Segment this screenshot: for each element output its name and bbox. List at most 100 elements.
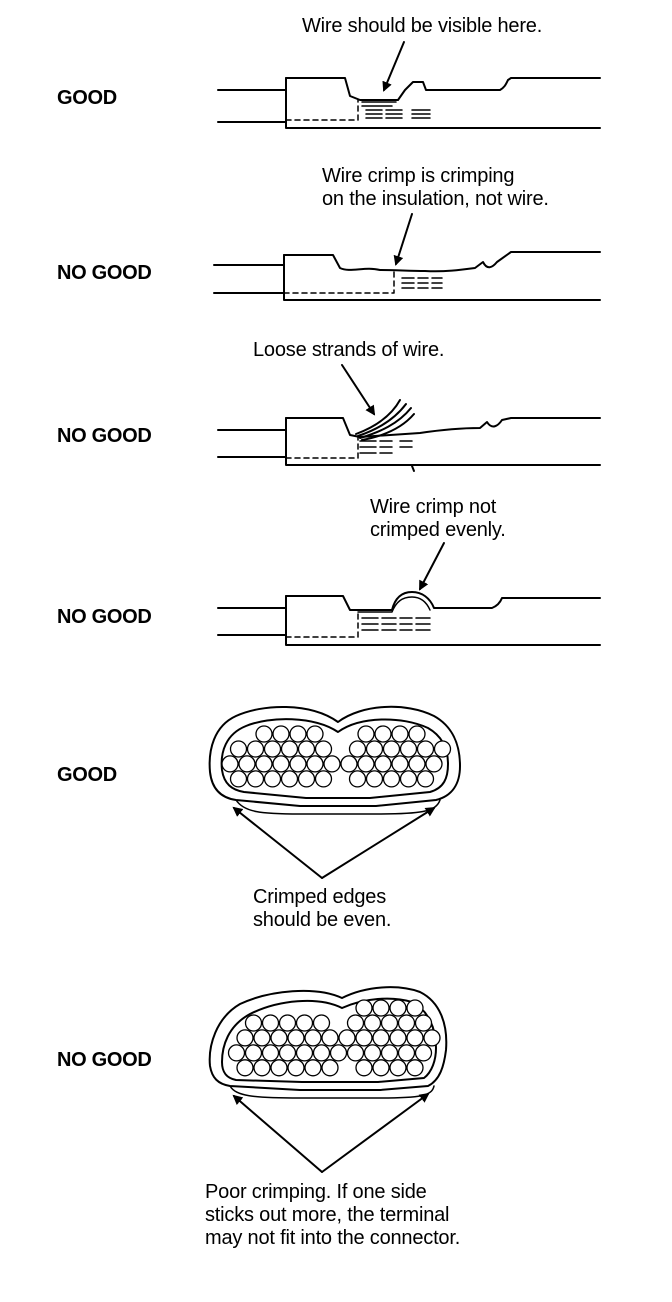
row6-wire-strands xyxy=(227,999,441,1077)
wire-strand-circle xyxy=(416,740,435,758)
wire-strand-circle xyxy=(227,1044,246,1062)
row3-callout-line: Loose strands of wire. xyxy=(253,339,445,361)
row4-status-label: NO GOOD xyxy=(57,606,152,628)
wire-strand-circle xyxy=(312,1014,331,1032)
wire-strand-circle xyxy=(363,1014,382,1032)
row4-callout: Wire crimp not crimped evenly. xyxy=(370,496,506,542)
row5-left-arrow xyxy=(232,806,323,879)
wire-strand-circle xyxy=(372,1059,390,1077)
row4-terminal-side-view xyxy=(217,542,601,646)
wire-strand-circle xyxy=(365,740,384,758)
row5-right-arrow xyxy=(321,806,436,879)
wire-strand-circle xyxy=(382,740,401,758)
wire-strand-circle xyxy=(289,755,307,773)
row6-callout: Poor crimping. If one side sticks out mo… xyxy=(205,1181,460,1250)
wire-strand-circle xyxy=(287,1059,305,1077)
row2-callout-line: on the insulation, not wire. xyxy=(322,188,549,210)
row2-callout-line: Wire crimp is crimping xyxy=(322,165,515,187)
row5-callout-line: should be even. xyxy=(253,909,392,931)
wire-strand-circle xyxy=(348,740,367,758)
wire-strand-circle xyxy=(414,1014,433,1032)
row2-status-label: NO GOOD xyxy=(57,262,152,284)
wire-strand-circle xyxy=(312,1044,331,1062)
wire-strand-circle xyxy=(278,1014,297,1032)
wire-strand-circle xyxy=(295,1044,314,1062)
wire-strand-circle xyxy=(263,740,282,758)
wire-strand-circle xyxy=(238,755,256,773)
wire-strand-circle xyxy=(314,770,333,788)
wire-strand-circle xyxy=(365,770,384,788)
wire-strand-circle xyxy=(414,1044,433,1062)
row6-left-arrow xyxy=(232,1094,323,1173)
wire-strand-circle xyxy=(357,725,375,743)
row6-right-arrow xyxy=(321,1092,430,1173)
wire-strand-circle xyxy=(236,1029,254,1047)
row5-status-label: GOOD xyxy=(57,764,117,786)
wire-strand-circle xyxy=(253,1029,271,1047)
wire-strand-circle xyxy=(355,1029,373,1047)
wire-strand-circle xyxy=(391,755,409,773)
row6-status-label: NO GOOD xyxy=(57,1049,152,1071)
wire-strand-circle xyxy=(229,740,248,758)
row1-status-label: GOOD xyxy=(57,87,117,109)
row4-pointer-arrow xyxy=(419,542,445,591)
wire-strand-circle xyxy=(416,770,435,788)
row4-callout-line: Wire crimp not xyxy=(370,496,497,518)
wire-strand-circle xyxy=(229,770,248,788)
wire-strand-circle xyxy=(321,1059,339,1077)
wire-strand-circle xyxy=(272,755,290,773)
wire-strand-circle xyxy=(314,740,333,758)
row1-terminal-side-view xyxy=(217,41,601,129)
wire-strand-circle xyxy=(423,1029,441,1047)
wire-strand-circle xyxy=(406,1029,424,1047)
wire-strand-circle xyxy=(372,999,390,1017)
wire-strand-circle xyxy=(399,770,418,788)
wire-strand-circle xyxy=(406,999,424,1017)
row1-pointer-arrow xyxy=(382,41,405,92)
row1-callout-line: Wire should be visible here. xyxy=(302,15,543,37)
wire-strand-circle xyxy=(348,770,367,788)
wire-strand-circle xyxy=(270,1029,288,1047)
wire-strand-circle xyxy=(263,770,282,788)
wire-strand-circle xyxy=(306,725,324,743)
row6-callout-line: Poor crimping. If one side xyxy=(205,1181,427,1203)
row5-cross-section xyxy=(208,705,461,879)
wire-strand-circle xyxy=(363,1044,382,1062)
wire-strand-circle xyxy=(399,740,418,758)
wire-strand-circle xyxy=(272,725,290,743)
row5-callout: Crimped edges should be even. xyxy=(253,886,391,932)
wire-strand-circle xyxy=(287,1029,305,1047)
wire-strand-circle xyxy=(408,725,426,743)
wire-strand-circle xyxy=(306,755,324,773)
row6-callout-line: sticks out more, the terminal xyxy=(205,1204,450,1226)
row1-callout: Wire should be visible here. xyxy=(302,15,542,38)
wire-strand-circle xyxy=(278,1044,297,1062)
row3-pointer-arrow xyxy=(341,364,376,416)
wire-strand-circle xyxy=(297,740,316,758)
wire-strand-circle xyxy=(261,1014,280,1032)
wire-strand-circle xyxy=(346,1044,365,1062)
wire-strand-circle xyxy=(255,725,273,743)
wire-strand-circle xyxy=(246,740,265,758)
wire-strand-circle xyxy=(329,1044,348,1062)
wire-strand-circle xyxy=(389,1029,407,1047)
wire-strand-circle xyxy=(323,755,341,773)
wire-strand-circle xyxy=(255,755,273,773)
wire-strand-circle xyxy=(338,1029,356,1047)
wire-strand-circle xyxy=(372,1029,390,1047)
wire-strand-circle xyxy=(280,740,299,758)
wire-strand-circle xyxy=(374,755,392,773)
wire-strand-circle xyxy=(297,770,316,788)
wire-strand-circle xyxy=(397,1014,416,1032)
wire-strand-circle xyxy=(346,1014,365,1032)
wire-strand-circle xyxy=(374,725,392,743)
wire-strand-circle xyxy=(406,1059,424,1077)
row4-callout-line: crimped evenly. xyxy=(370,519,506,541)
wire-strand-circle xyxy=(380,1014,399,1032)
wire-strand-circle xyxy=(355,1059,373,1077)
wire-strand-circle xyxy=(382,770,401,788)
wire-strand-circle xyxy=(244,1044,263,1062)
wire-strand-circle xyxy=(389,999,407,1017)
wire-strand-circle xyxy=(380,1044,399,1062)
wire-strand-circle xyxy=(289,725,307,743)
